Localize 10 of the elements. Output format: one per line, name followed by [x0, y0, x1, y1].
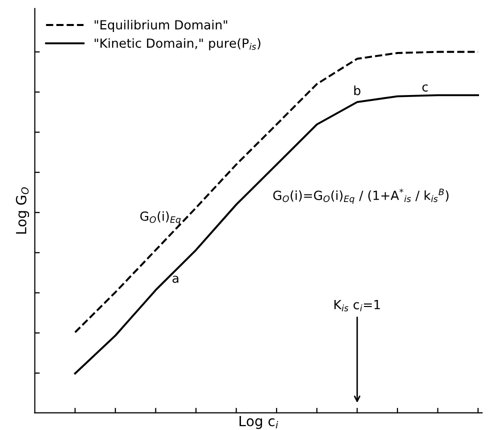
y-axis-title: Log G$_{O}$ [16, 187, 30, 234]
legend-label: "Kinetic Domain," pure(P$_{is}$) [94, 38, 260, 50]
annotation: G$_{O}$(i)$_{Eq}$ [140, 211, 181, 225]
annotation: a [172, 276, 178, 283]
text: G$_{O}$(i)=G$_{O}$(i)$_{Eq}$ / (1+A$^{*}$$_{is}$ / k$_{is}$$^{B}$) [273, 188, 448, 204]
annotation: b [354, 86, 360, 96]
legend-label: "Equilibrium Domain" [94, 20, 228, 32]
annotation: c [422, 84, 428, 92]
x-axis-title: Log c$_{i}$ [240, 416, 278, 429]
annotation: K$_{is}$ c$_{i}$=1 [334, 300, 380, 312]
